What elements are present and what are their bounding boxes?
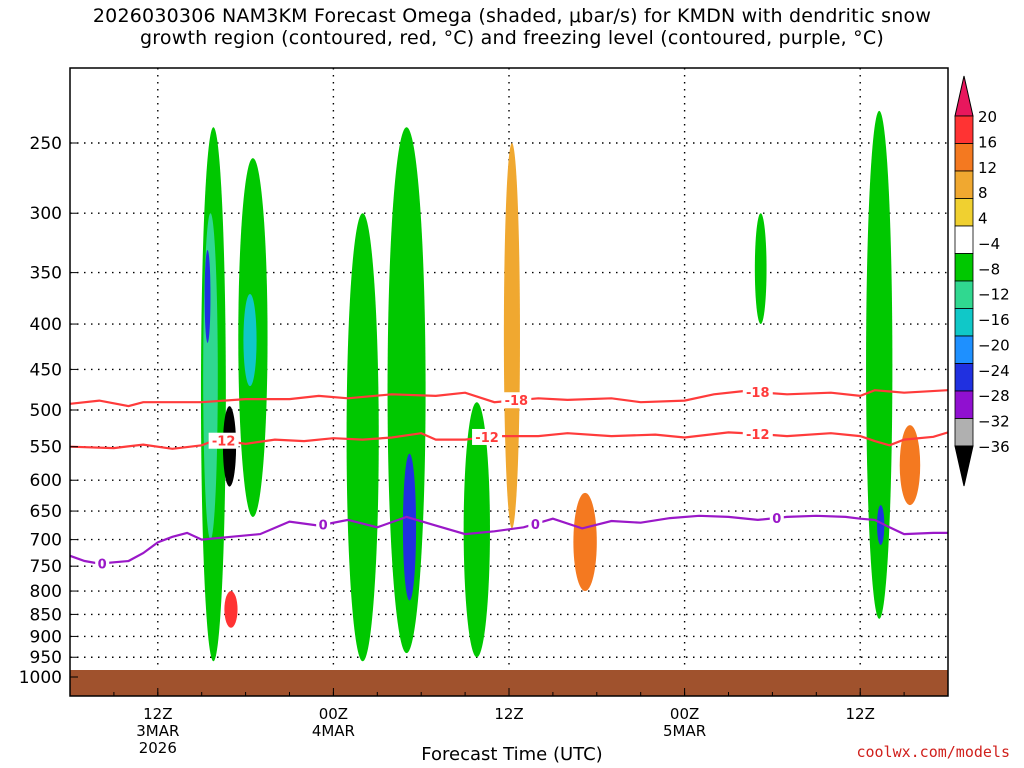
y-tick-label: 600 <box>30 471 62 491</box>
ascent-column-05z-4mar <box>387 127 426 654</box>
sinking-14z-5mar <box>899 425 921 506</box>
colorbar-swatch <box>954 143 974 172</box>
colorbar-label: 12 <box>978 159 997 177</box>
y-axis: 2503003504004505005506006507007508008509… <box>19 134 78 688</box>
colorbar-label: −28 <box>978 387 1010 405</box>
y-tick-label: 250 <box>30 134 62 154</box>
freezing-level-0-label-bg <box>316 516 331 533</box>
colorbar-swatch <box>954 418 974 447</box>
freezing-level-0-label: 0 <box>772 512 781 527</box>
colorbar-swatch <box>954 280 974 309</box>
x-tick-label: 12Z <box>143 705 172 723</box>
colorbar-label: −4 <box>978 235 1000 253</box>
dgz-minus-18-label: -18 <box>746 386 770 401</box>
ascent-13z-5mar-core <box>877 505 885 546</box>
y-tick-label: 550 <box>30 438 62 458</box>
x-tick-label: 4MAR <box>312 722 355 740</box>
temperature-contours: -18 -18 -12 -12 -12 0 0 0 0 <box>70 384 948 572</box>
x-tick-label: 3MAR <box>136 722 179 740</box>
ascent-column-03z-4mar <box>346 213 379 662</box>
colorbar-swatch <box>954 115 974 144</box>
y-tick-label: 800 <box>30 582 62 602</box>
freezing-level-0-label: 0 <box>319 519 328 534</box>
colorbar-label: −8 <box>978 260 1000 278</box>
dgz-minus-12-label-bg <box>472 428 503 445</box>
ascent-12z-5mar <box>866 110 893 619</box>
chart-title-line1: 2026030306 NAM3KM Forecast Omega (shaded… <box>92 5 932 27</box>
ascent-11z-4mar <box>463 402 490 658</box>
y-tick-label: 750 <box>30 557 62 577</box>
colorbar-label: 20 <box>978 108 997 126</box>
x-tick-label: 12Z <box>494 705 523 723</box>
colorbar-label: −36 <box>978 438 1010 456</box>
colorbar-label: −24 <box>978 362 1010 380</box>
colorbar-label: −32 <box>978 413 1010 431</box>
colorbar-top-arrow <box>954 75 974 117</box>
colorbar-swatch <box>954 198 974 227</box>
colorbar: 20 16 12 8 4 −4 −8 −12 −16 −20 −24 −28 −32 −36 <box>954 75 1010 487</box>
y-tick-label: 500 <box>30 401 62 421</box>
ascent-column-05z-4mar-core <box>402 453 417 601</box>
freezing-level-0-label-bg <box>95 555 110 572</box>
x-tick-label: 2026 <box>139 739 177 757</box>
colorbar-label: 4 <box>978 210 988 228</box>
dgz-minus-12-label: -12 <box>475 431 499 446</box>
dgz-minus-12-label: -12 <box>212 435 236 450</box>
colorbar-bottom-arrow <box>954 445 974 487</box>
dgz-minus-18-label-bg <box>742 384 773 401</box>
freezing-level-0-label: 0 <box>531 518 540 533</box>
y-tick-label: 950 <box>30 648 62 668</box>
ascent-column-14z-3mar-core <box>203 213 218 540</box>
colorbar-label: −16 <box>978 311 1010 329</box>
y-tick-label: 700 <box>30 531 62 551</box>
y-tick-label: 1000 <box>19 668 62 688</box>
colorbar-swatch <box>954 170 974 199</box>
colorbar-swatch <box>954 335 974 364</box>
x-tick-label: 12Z <box>846 705 875 723</box>
omega-shading <box>200 110 921 662</box>
y-tick-label: 650 <box>30 502 62 522</box>
sinking-12z-4mar <box>503 143 520 529</box>
ascent-column-14z-3mar-max <box>204 249 211 343</box>
y-tick-label: 900 <box>30 627 62 647</box>
ascent-08z-5mar <box>754 213 767 325</box>
dgz-minus-12-label-bg <box>742 425 773 442</box>
colorbar-swatch <box>954 363 974 392</box>
sinking-couplet-15z-3mar <box>224 591 238 628</box>
y-tick-label: 350 <box>30 264 62 284</box>
sinking-16z-4mar <box>573 492 597 592</box>
site-credit: coolwx.com/models <box>856 743 1010 761</box>
freezing-level-0-label: 0 <box>98 557 107 572</box>
y-tick-label: 450 <box>30 360 62 380</box>
x-tick-label: 00Z <box>319 705 348 723</box>
colorbar-label: 16 <box>978 133 997 151</box>
freezing-level-0-label-bg <box>528 515 543 532</box>
ascent-column-16z-3mar-core <box>243 294 257 387</box>
freezing-level-0-label-bg <box>769 509 784 526</box>
chart-title-line2: growth region (contoured, red, °C) and f… <box>140 27 884 49</box>
colorbar-swatch <box>954 308 974 337</box>
dgz-minus-18-label: -18 <box>505 394 529 409</box>
x-tick-label: 5MAR <box>663 722 706 740</box>
colorbar-label: −20 <box>978 336 1010 354</box>
x-tick-label: 00Z <box>670 705 699 723</box>
colorbar-label: −12 <box>978 286 1010 304</box>
y-tick-label: 300 <box>30 204 62 224</box>
x-axis-label: Forecast Time (UTC) <box>421 744 603 765</box>
colorbar-label: 8 <box>978 184 988 202</box>
dgz-minus-18-label-bg <box>501 392 532 409</box>
y-tick-label: 850 <box>30 605 62 625</box>
dgz-minus-12-label: -12 <box>746 428 770 443</box>
colorbar-swatch <box>954 225 974 254</box>
freezing-level-0-line <box>70 514 948 565</box>
colorbar-swatch <box>954 253 974 282</box>
y-tick-label: 400 <box>30 315 62 335</box>
dgz-minus-12-label-bg <box>208 432 239 449</box>
colorbar-swatch <box>954 390 974 419</box>
